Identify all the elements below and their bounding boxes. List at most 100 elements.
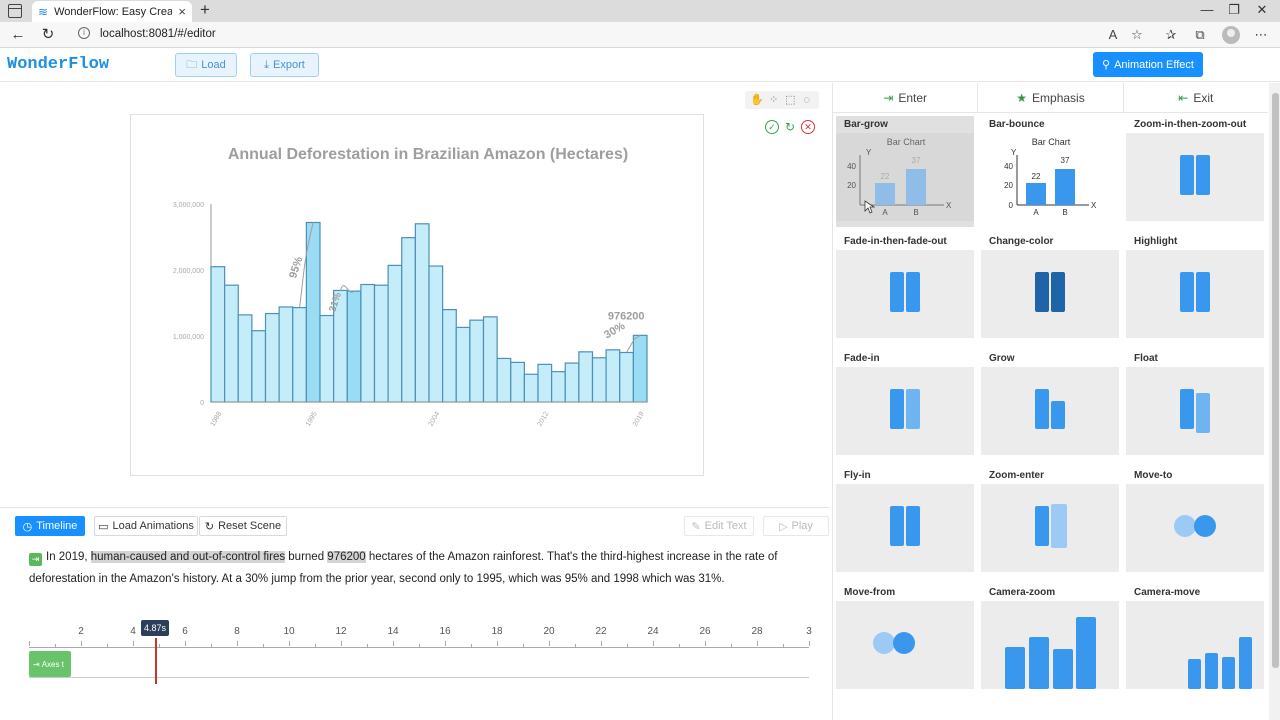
y-tick-label: 0 bbox=[200, 400, 204, 407]
effect-card-move-to[interactable]: Move-to bbox=[1126, 467, 1264, 578]
effect-card-camera-zoom[interactable]: Camera-zoom bbox=[981, 584, 1119, 695]
load-animations-button[interactable]: ▭ Load Animations bbox=[94, 516, 198, 536]
ruler-tick bbox=[393, 641, 394, 646]
preview-bar bbox=[1035, 389, 1049, 429]
play-button[interactable]: ▷ Play bbox=[763, 516, 829, 536]
x-tick-label: 2012 bbox=[537, 411, 551, 428]
new-tab-icon[interactable]: + bbox=[200, 0, 210, 19]
preview-bar bbox=[1196, 155, 1210, 195]
ruler-minor-tick bbox=[523, 644, 524, 647]
tab-emphasis[interactable]: ★ Emphasis bbox=[978, 83, 1124, 112]
timeline-label: Timeline bbox=[36, 520, 78, 532]
x-tick-label: 1995 bbox=[305, 411, 319, 428]
timeline-clip[interactable]: ⇥ Axes t bbox=[29, 651, 71, 677]
enter-icon: ⇥ bbox=[883, 90, 894, 105]
effect-title: Bar-bounce bbox=[989, 119, 1045, 130]
mini-chart-title: Bar Chart bbox=[1032, 137, 1071, 147]
enter-animation-icon: ⇥ bbox=[29, 553, 42, 566]
close-window-icon[interactable]: ✕ bbox=[1256, 2, 1268, 17]
reset-scene-button[interactable]: ↻ Reset Scene bbox=[199, 516, 287, 536]
more-menu-icon[interactable]: ⋯ bbox=[1254, 27, 1268, 42]
y-axis: 3,000,000 2,000,000 1,000,000 0 bbox=[173, 202, 212, 407]
preview-bar bbox=[1239, 637, 1252, 689]
collections-icon[interactable]: ⧉ bbox=[1195, 27, 1205, 42]
edit-text-button[interactable]: ✎ Edit Text bbox=[684, 516, 754, 536]
mini-x-tick: A bbox=[882, 208, 888, 217]
lasso-icon[interactable]: ◌ bbox=[803, 94, 811, 106]
effect-card-zoom-enter[interactable]: Zoom-enter bbox=[981, 467, 1119, 578]
chart-bar bbox=[591, 357, 607, 403]
favorites-icon[interactable]: ✰ bbox=[1165, 27, 1177, 42]
panel-scrollbar-thumb[interactable] bbox=[1272, 93, 1279, 668]
effect-card-camera-move[interactable]: Camera-move bbox=[1126, 584, 1264, 695]
magic-select-icon[interactable]: ⁘ bbox=[769, 94, 779, 106]
profile-avatar[interactable] bbox=[1222, 26, 1240, 44]
mini-x-tick: B bbox=[1062, 208, 1067, 217]
effect-card-grow[interactable]: Grow bbox=[981, 350, 1119, 461]
chart-bar bbox=[605, 349, 621, 403]
confirm-icon[interactable]: ✓ bbox=[765, 120, 779, 134]
ruler-tick bbox=[497, 641, 498, 646]
url-field[interactable]: localhost:8081/#/editor bbox=[100, 28, 216, 40]
playhead[interactable] bbox=[155, 638, 157, 684]
undo-icon[interactable]: ↻ bbox=[784, 120, 796, 134]
back-icon[interactable]: ← bbox=[10, 26, 26, 43]
narration-highlight[interactable]: 976200 bbox=[327, 551, 366, 563]
y-tick-label: 1,000,000 bbox=[173, 334, 204, 341]
bar-bounce-preview: Bar Chart Y 40 20 0 22 37 A B X bbox=[1004, 137, 1097, 217]
rect-select-icon[interactable]: ⬚ bbox=[785, 94, 796, 106]
effect-card-fade-in[interactable]: Fade-in bbox=[836, 350, 974, 461]
annotation-connector bbox=[626, 334, 641, 353]
effect-title: Zoom-enter bbox=[989, 470, 1044, 481]
window-menu-icon[interactable] bbox=[8, 4, 22, 18]
effect-card-move-from[interactable]: Move-from bbox=[836, 584, 974, 695]
narration-text[interactable]: ⇥ In 2019, human-caused and out-of-contro… bbox=[29, 546, 819, 590]
effect-preview bbox=[1126, 484, 1264, 572]
x-tick-label: 2019 bbox=[632, 411, 646, 428]
animation-effect-button[interactable]: ⚲ Animation Effect bbox=[1093, 52, 1203, 77]
favorite-add-icon[interactable]: ☆ bbox=[1131, 27, 1143, 42]
chart-bar bbox=[373, 284, 389, 403]
effect-card-change-color[interactable]: Change-color bbox=[981, 233, 1119, 344]
chart-bar bbox=[564, 362, 580, 403]
export-button[interactable]: ⤓ Export bbox=[250, 53, 319, 77]
chart-bar bbox=[510, 361, 525, 403]
effect-card-fly-in[interactable]: Fly-in bbox=[836, 467, 974, 578]
effect-card-zoom-in-then-zoom-out[interactable]: Zoom-in-then-zoom-out bbox=[1126, 116, 1264, 227]
close-tab-icon[interactable]: × bbox=[178, 4, 186, 19]
reload-icon[interactable]: ↻ bbox=[41, 26, 55, 43]
minimize-icon[interactable]: — bbox=[1200, 2, 1214, 17]
read-aloud-icon[interactable]: A bbox=[1108, 27, 1118, 42]
preview-dot bbox=[893, 632, 915, 654]
preview-dot bbox=[1194, 515, 1216, 537]
effect-card-highlight[interactable]: Highlight bbox=[1126, 233, 1264, 344]
narration-part: hectares of the Amazon rainforest. That'… bbox=[29, 551, 778, 585]
effect-card-bar-bounce[interactable]: Bar-bounce Bar Chart Y 40 20 0 22 37 A B bbox=[981, 116, 1119, 227]
effect-preview bbox=[981, 250, 1119, 338]
timeline-button[interactable]: ◷ Timeline bbox=[15, 516, 85, 536]
load-button[interactable]: 🗀 Load bbox=[175, 53, 237, 77]
narration-highlight[interactable]: human-caused and out-of-control fires bbox=[90, 551, 286, 563]
site-info-icon[interactable]: i bbox=[78, 27, 90, 39]
browser-tab[interactable]: ≋ WonderFlow: Easy Creation of N × bbox=[32, 1, 192, 22]
deforestation-bar-chart[interactable]: Annual Deforestation in Brazilian Amazon… bbox=[131, 115, 703, 475]
edit-icon: ✎ bbox=[691, 520, 701, 533]
ruler-tick bbox=[81, 641, 82, 646]
chart-card[interactable]: Annual Deforestation in Brazilian Amazon… bbox=[130, 114, 704, 476]
tab-exit[interactable]: ⇤ Exit bbox=[1124, 83, 1268, 112]
chart-title: Annual Deforestation in Brazilian Amazon… bbox=[228, 146, 628, 163]
effect-card-float[interactable]: Float bbox=[1126, 350, 1264, 461]
chart-bar bbox=[523, 373, 539, 403]
ruler-line bbox=[29, 647, 809, 648]
effect-title: Zoom-in-then-zoom-out bbox=[1134, 119, 1247, 130]
effect-card-bar-grow[interactable]: Bar-grow Bar Chart Y 40 20 22 37 A B X bbox=[836, 116, 974, 227]
cancel-icon[interactable]: ✕ bbox=[801, 120, 815, 134]
effect-card-fade-in-then-fade-out[interactable]: Fade-in-then-fade-out bbox=[836, 233, 974, 344]
maximize-icon[interactable]: ❐ bbox=[1228, 2, 1240, 17]
ruler-minor-tick bbox=[211, 644, 212, 647]
tab-enter[interactable]: ⇥ Enter bbox=[833, 83, 979, 112]
panel-scrollbar[interactable] bbox=[1269, 83, 1280, 720]
timeline-ruler[interactable]: ⇥ Axes t 4.87s 2 4 6 8 10 12 14 16 18 20 22 24 26 28 3 bbox=[29, 620, 812, 686]
hand-tool-icon[interactable]: ✋ bbox=[750, 94, 765, 106]
mini-bar-value: 22 bbox=[881, 172, 890, 181]
